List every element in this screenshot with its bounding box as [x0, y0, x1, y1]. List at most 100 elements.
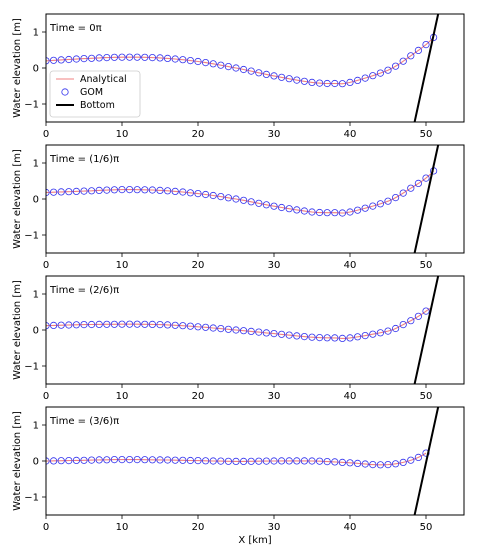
x-tick-label: 10: [116, 260, 129, 271]
gom-point: [346, 208, 354, 216]
gom-point: [126, 455, 134, 464]
gom-point: [270, 202, 278, 210]
gom-point: [224, 457, 232, 465]
gom-point: [414, 453, 422, 461]
gom-point: [224, 62, 232, 71]
x-tick-label: 50: [420, 391, 433, 402]
gom-point: [141, 53, 149, 61]
gom-point: [217, 324, 225, 333]
time-annotation: Time = 0π: [49, 23, 102, 34]
gom-point: [247, 327, 255, 335]
gom-point: [277, 203, 286, 212]
gom-point: [72, 321, 81, 329]
gom-point: [277, 457, 286, 465]
gom-point: [194, 190, 202, 198]
gom-point: [103, 186, 111, 194]
gom-point: [262, 70, 270, 79]
plot-area: [46, 276, 440, 384]
gom-point: [391, 194, 400, 202]
gom-point: [141, 456, 149, 464]
gom-point: [95, 320, 103, 328]
gom-point: [148, 186, 156, 194]
gom-point: [209, 191, 217, 200]
gom-point: [164, 321, 172, 329]
gom-point: [255, 199, 263, 207]
gom-point: [118, 53, 126, 61]
gom-point: [156, 320, 164, 329]
gom-point: [240, 457, 248, 465]
gom-point: [232, 195, 240, 203]
gom-point: [247, 198, 255, 206]
gom-point: [110, 320, 119, 328]
gom-point: [323, 209, 331, 217]
gom-point: [300, 77, 308, 85]
chart-panel-4: 0 10 20 30 40 50 −1 0 1 Water elevation [m] Time =…: [12, 406, 465, 546]
gom-point: [315, 333, 324, 342]
y-tick-label: 0: [33, 457, 39, 468]
gom-point: [293, 206, 301, 214]
gom-point: [369, 202, 377, 210]
x-tick-label: 0: [43, 522, 49, 533]
gom-point: [323, 79, 331, 88]
gom-point: [46, 457, 50, 465]
y-axis-label: Water elevation [m]: [12, 411, 23, 511]
gom-point: [414, 312, 422, 320]
gom-point: [148, 53, 156, 62]
y-tick-label: 1: [33, 290, 39, 301]
gom-point: [133, 186, 141, 194]
gom-point: [270, 457, 278, 465]
gom-point: [156, 54, 164, 62]
gom-point: [232, 64, 240, 72]
legend-label: Bottom: [80, 100, 115, 111]
gom-point: [262, 201, 270, 209]
gom-point: [156, 456, 164, 464]
gom-point: [88, 320, 96, 329]
gom-point: [255, 69, 263, 77]
gom-point: [156, 186, 164, 194]
gom-point: [88, 456, 96, 464]
gom-point: [72, 456, 81, 464]
y-tick-label: 0: [33, 326, 39, 337]
gom-point: [277, 330, 286, 338]
x-axis-label: X [km]: [238, 535, 271, 546]
gom-point: [49, 188, 58, 196]
gom-point: [240, 327, 248, 335]
gom-point: [57, 56, 65, 64]
gom-point: [361, 460, 369, 468]
gom-point: [126, 53, 134, 61]
gom-point: [285, 205, 293, 213]
x-tick-label: 40: [344, 391, 357, 402]
y-tick-label: −1: [24, 493, 39, 504]
gom-point: [277, 73, 286, 81]
gom-point: [422, 174, 430, 182]
time-annotation: Time = (3/6)π: [49, 416, 119, 427]
gom-point: [422, 40, 430, 49]
gom-point: [72, 187, 81, 195]
y-tick-label: −1: [24, 231, 39, 242]
plot-area: [46, 14, 440, 122]
gom-point: [171, 456, 179, 464]
gom-point: [103, 320, 111, 328]
gom-point: [118, 455, 126, 464]
gom-point: [270, 72, 278, 80]
gom-point: [164, 456, 172, 464]
bottom-line: [413, 145, 440, 253]
gom-point: [323, 457, 331, 466]
gom-point: [209, 457, 217, 465]
gom-point: [57, 188, 65, 196]
gom-point: [49, 321, 58, 329]
x-tick-label: 20: [192, 391, 205, 402]
gom-point: [103, 456, 111, 464]
chart-panel-3: 0 10 20 30 40 50 −1 0 1 Water elevation [m] Time =…: [12, 275, 465, 402]
gom-point: [331, 334, 339, 342]
gom-point: [300, 207, 308, 215]
analytical-line: [46, 452, 427, 466]
gom-point: [118, 320, 126, 328]
gom-point: [384, 66, 392, 74]
gom-point: [293, 332, 301, 340]
x-tick-label: 20: [192, 522, 205, 533]
gom-point: [209, 60, 217, 68]
gom-point: [376, 461, 384, 469]
x-tick-label: 20: [192, 129, 205, 140]
